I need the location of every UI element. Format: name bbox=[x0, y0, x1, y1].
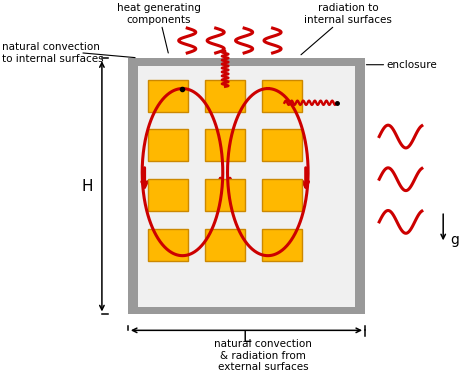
Bar bbox=[148, 80, 189, 112]
Text: enclosure: enclosure bbox=[366, 60, 437, 70]
Text: L: L bbox=[242, 330, 251, 345]
Bar bbox=[205, 229, 246, 261]
Bar bbox=[205, 179, 246, 211]
Bar bbox=[148, 179, 189, 211]
Bar bbox=[205, 80, 246, 112]
Bar bbox=[138, 66, 355, 307]
Bar bbox=[262, 179, 302, 211]
Bar bbox=[205, 129, 246, 161]
Text: natural convection
& radiation from
external surfaces: natural convection & radiation from exte… bbox=[214, 339, 312, 372]
Bar bbox=[262, 80, 302, 112]
Bar bbox=[128, 58, 365, 314]
Bar bbox=[148, 129, 189, 161]
Bar bbox=[262, 229, 302, 261]
Text: radiation to
internal surfaces: radiation to internal surfaces bbox=[301, 3, 392, 55]
Text: heat generating
components: heat generating components bbox=[117, 3, 201, 53]
Bar bbox=[148, 229, 189, 261]
Text: g: g bbox=[450, 233, 459, 247]
Text: natural convection
to internal surfaces: natural convection to internal surfaces bbox=[2, 42, 104, 64]
Bar bbox=[262, 129, 302, 161]
Text: H: H bbox=[82, 179, 93, 194]
